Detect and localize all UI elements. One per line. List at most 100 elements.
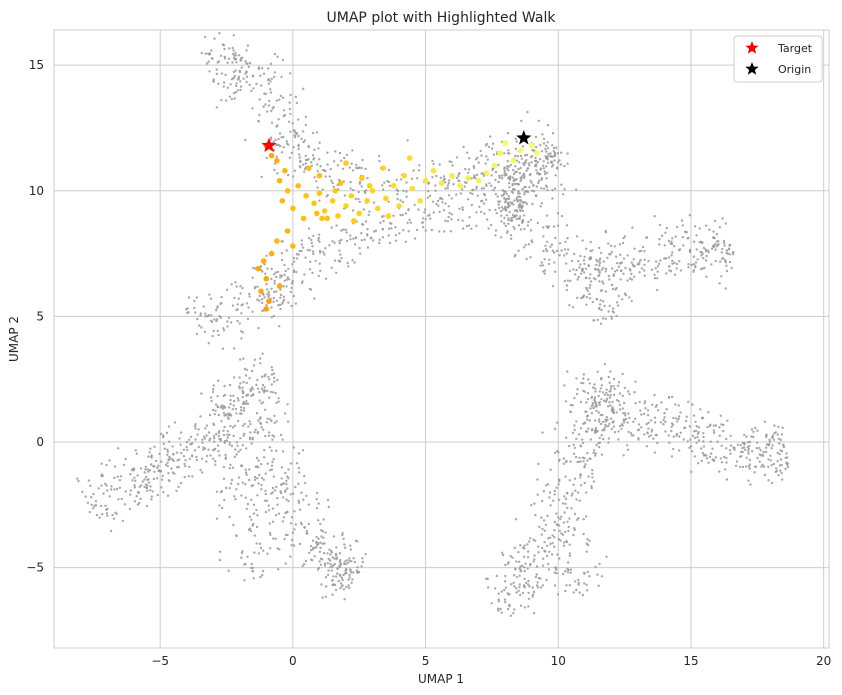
background-point (554, 568, 558, 571)
background-point (248, 292, 251, 296)
background-point (649, 434, 653, 437)
background-point (309, 288, 313, 291)
background-point (519, 604, 523, 607)
background-point (341, 167, 345, 170)
background-point (615, 301, 619, 304)
background-point (537, 181, 540, 185)
background-point (212, 80, 215, 83)
background-point (514, 178, 517, 181)
background-point (210, 319, 213, 322)
background-point (358, 246, 361, 250)
background-point (264, 489, 267, 493)
background-point (232, 34, 235, 37)
background-point (726, 252, 730, 255)
background-point (515, 591, 518, 594)
background-point (145, 486, 149, 489)
background-point (748, 458, 752, 462)
background-point (292, 269, 296, 272)
background-point (503, 222, 506, 225)
background-point (289, 130, 292, 133)
background-point (574, 455, 578, 459)
background-point (747, 465, 751, 468)
background-point (177, 485, 180, 489)
background-point (663, 416, 666, 419)
background-point (582, 259, 586, 262)
y-axis-label: UMAP 2 (7, 316, 21, 362)
background-point (450, 160, 453, 164)
background-point (276, 503, 279, 506)
background-point (633, 275, 636, 278)
background-point (563, 188, 566, 191)
background-point (90, 496, 93, 499)
background-point (560, 151, 563, 154)
background-point (700, 447, 703, 450)
walk-point (348, 193, 355, 199)
background-point (222, 477, 226, 481)
background-point (519, 209, 522, 212)
background-point (202, 305, 205, 308)
background-point (276, 172, 279, 175)
background-point (231, 426, 235, 429)
background-point (484, 162, 487, 165)
background-point (277, 304, 280, 307)
background-point (270, 366, 273, 369)
background-point (484, 198, 488, 201)
background-point (711, 458, 714, 461)
background-point (220, 490, 224, 493)
background-point (201, 471, 204, 474)
background-point (364, 167, 367, 171)
background-point (564, 240, 567, 243)
background-point (443, 181, 447, 184)
background-point (593, 396, 597, 399)
background-point (230, 321, 233, 324)
background-point (285, 498, 288, 501)
background-point (275, 420, 278, 423)
background-point (251, 566, 255, 570)
background-point (249, 431, 252, 434)
background-point (565, 284, 569, 287)
background-point (152, 477, 156, 481)
background-point (235, 453, 238, 456)
background-point (324, 175, 327, 178)
background-point (587, 378, 590, 381)
background-point (750, 435, 753, 438)
background-point (622, 272, 625, 275)
background-point (667, 239, 671, 243)
background-point (335, 271, 338, 274)
background-point (270, 419, 273, 423)
background-point (608, 422, 611, 426)
background-point (630, 278, 634, 281)
background-point (338, 239, 341, 243)
background-point (703, 453, 706, 457)
background-point (259, 421, 262, 424)
background-point (616, 304, 620, 307)
background-point (772, 438, 776, 441)
background-point (240, 66, 243, 69)
background-point (244, 374, 248, 377)
background-point (763, 473, 767, 477)
background-point (262, 428, 265, 431)
background-point (405, 181, 408, 184)
background-point (503, 205, 507, 209)
background-point (559, 517, 562, 521)
background-point (234, 91, 238, 94)
background-point (347, 265, 350, 268)
background-point (566, 520, 569, 523)
background-point (348, 576, 351, 579)
background-point (271, 460, 274, 464)
background-point (357, 190, 360, 194)
background-point (633, 265, 636, 268)
background-point (714, 456, 717, 459)
background-point (297, 134, 300, 138)
background-point (499, 236, 503, 239)
background-point (266, 267, 269, 270)
background-point (547, 562, 550, 566)
background-point (138, 485, 141, 488)
background-point (743, 433, 746, 437)
background-point (694, 429, 698, 433)
background-point (556, 593, 560, 596)
background-point (281, 482, 284, 486)
background-point (660, 234, 664, 237)
background-point (613, 431, 617, 434)
background-point (538, 525, 541, 529)
